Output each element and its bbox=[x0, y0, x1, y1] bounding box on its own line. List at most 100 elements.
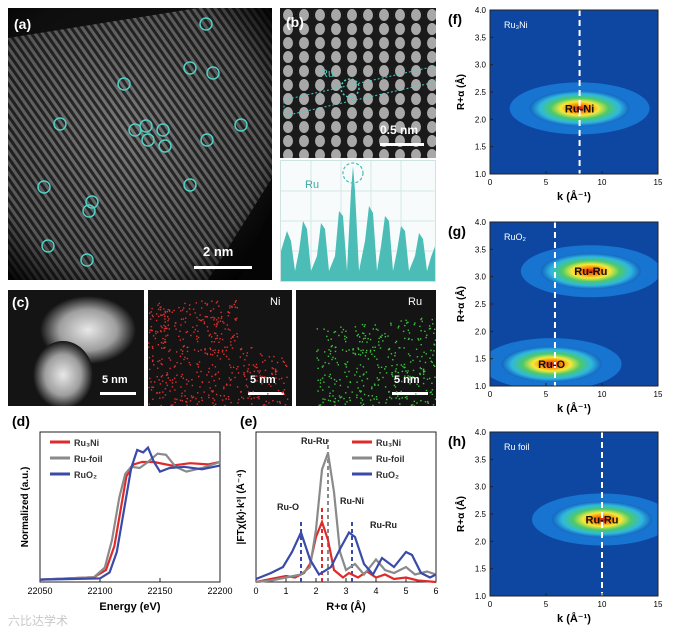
eds-dot bbox=[168, 318, 169, 319]
peak-label: Ru-O bbox=[538, 359, 565, 371]
eds-dot bbox=[160, 325, 161, 326]
eds-dot bbox=[273, 356, 274, 357]
eds-dot bbox=[159, 397, 160, 398]
eds-dot bbox=[413, 370, 414, 371]
eds-dot bbox=[432, 389, 433, 390]
x-tick-label: 0 bbox=[488, 390, 493, 399]
eds-dot bbox=[159, 307, 160, 308]
y-tick-label: 3.5 bbox=[475, 33, 487, 42]
eds-dot bbox=[264, 404, 265, 405]
eds-dot bbox=[429, 378, 430, 379]
eds-dot bbox=[190, 364, 191, 365]
eds-dot bbox=[317, 357, 318, 358]
eds-dot bbox=[222, 351, 223, 352]
legend-label: Ru-foil bbox=[376, 454, 405, 464]
eds-dot bbox=[365, 335, 366, 336]
eds-dot bbox=[162, 315, 163, 316]
eds-dot bbox=[254, 397, 255, 398]
eds-dot bbox=[233, 367, 234, 368]
eds-dot bbox=[236, 318, 237, 319]
eds-dot bbox=[152, 316, 153, 317]
eds-dot bbox=[226, 350, 227, 351]
eds-dot bbox=[340, 397, 341, 398]
eds-dot bbox=[370, 339, 371, 340]
eds-dot bbox=[269, 356, 270, 357]
eds-dot bbox=[275, 369, 276, 370]
eds-dot bbox=[352, 391, 353, 392]
eds-dot bbox=[161, 327, 162, 328]
eds-dot bbox=[266, 405, 267, 406]
eds-dot bbox=[433, 333, 434, 334]
eds-dot bbox=[360, 364, 361, 365]
eds-dot bbox=[420, 330, 421, 331]
eds-dot bbox=[243, 365, 244, 366]
eds-dot bbox=[197, 341, 198, 342]
eds-dot bbox=[265, 370, 266, 371]
eds-dot bbox=[426, 337, 427, 338]
eds-dot bbox=[374, 398, 375, 399]
eds-dot bbox=[363, 338, 364, 339]
eds-dot bbox=[327, 331, 328, 332]
eds-dot bbox=[218, 306, 219, 307]
eds-dot bbox=[331, 339, 332, 340]
eds-dot bbox=[175, 382, 176, 383]
eds-dot bbox=[217, 335, 218, 336]
eds-dot bbox=[217, 355, 218, 356]
eds-dot bbox=[322, 402, 323, 403]
eds-dot bbox=[283, 383, 284, 384]
eds-dot bbox=[198, 351, 199, 352]
eds-dot bbox=[167, 335, 168, 336]
eds-dot bbox=[405, 320, 406, 321]
eds-dot bbox=[213, 319, 214, 320]
eds-dot bbox=[324, 375, 325, 376]
eds-dot bbox=[238, 399, 239, 400]
eds-dot bbox=[222, 321, 223, 322]
eds-dot bbox=[231, 306, 232, 307]
eds-dot bbox=[361, 390, 362, 391]
eds-dot bbox=[168, 351, 169, 352]
y-tick-label: 2.5 bbox=[475, 300, 487, 309]
scale-bar bbox=[194, 266, 252, 269]
eds-dot bbox=[338, 335, 339, 336]
eds-dot bbox=[318, 380, 319, 381]
eds-dot bbox=[328, 386, 329, 387]
eds-dot bbox=[191, 395, 192, 396]
eds-dot bbox=[365, 355, 366, 356]
eds-dot bbox=[156, 320, 157, 321]
eds-dot bbox=[228, 396, 229, 397]
eds-dot bbox=[263, 405, 264, 406]
eds-dot bbox=[359, 390, 360, 391]
eds-dot bbox=[362, 341, 363, 342]
eds-dot bbox=[254, 371, 255, 372]
eds-dot bbox=[353, 352, 354, 353]
eds-dot bbox=[186, 311, 187, 312]
eds-dot bbox=[187, 351, 188, 352]
eds-dot bbox=[204, 323, 205, 324]
x-tick-label: 22150 bbox=[147, 586, 172, 596]
peak-label: Ru-Ni bbox=[565, 103, 594, 115]
eds-dot bbox=[423, 374, 424, 375]
x-tick-label: 5 bbox=[403, 586, 408, 596]
eds-dot bbox=[398, 327, 399, 328]
eds-dot bbox=[247, 352, 248, 353]
eds-dot bbox=[189, 304, 190, 305]
eds-dot bbox=[396, 364, 397, 365]
eds-dot bbox=[340, 327, 341, 328]
eds-dot bbox=[356, 382, 357, 383]
eds-dot bbox=[183, 378, 184, 379]
eds-dot bbox=[378, 384, 379, 385]
eds-dot bbox=[202, 381, 203, 382]
eds-dot bbox=[189, 362, 190, 363]
x-tick-label: 10 bbox=[598, 390, 607, 399]
eds-dot bbox=[211, 301, 212, 302]
eds-dot bbox=[195, 312, 196, 313]
sample-label: RuO₂ bbox=[504, 232, 527, 242]
eds-dot bbox=[220, 312, 221, 313]
eds-dot bbox=[366, 372, 367, 373]
eds-dot bbox=[378, 344, 379, 345]
eds-dot bbox=[348, 371, 349, 372]
panel-label-g: (g) bbox=[448, 223, 466, 239]
panel-c-ru-map: Ru 5 nm bbox=[296, 290, 436, 406]
eds-dot bbox=[221, 316, 222, 317]
eds-dot bbox=[159, 392, 160, 393]
